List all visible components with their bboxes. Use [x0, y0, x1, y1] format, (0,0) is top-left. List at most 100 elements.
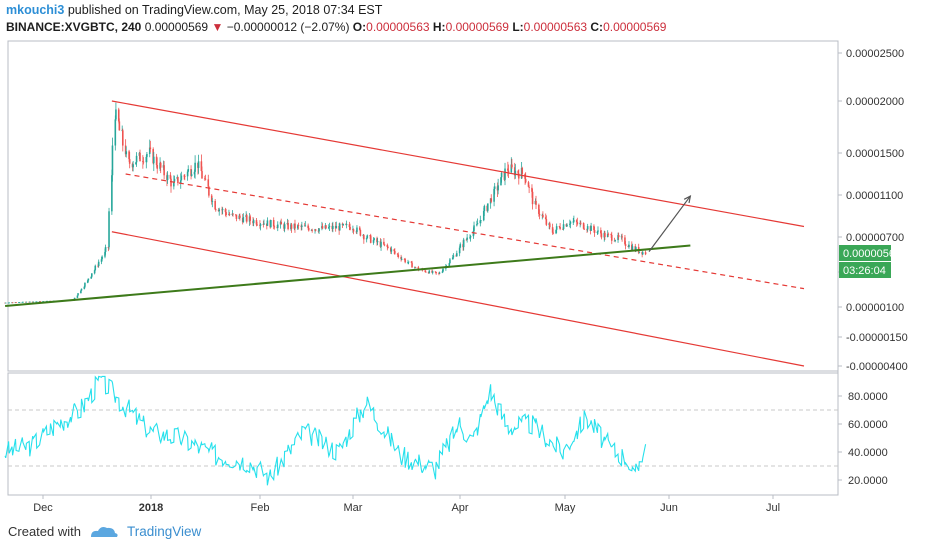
candle-body — [635, 247, 637, 251]
candle-body — [366, 235, 369, 239]
candle-body — [273, 226, 276, 228]
candle-body — [441, 271, 444, 273]
candle-body — [173, 178, 176, 182]
candle-body — [545, 219, 548, 225]
close-value: 0.00000569 — [603, 20, 667, 34]
candle-body — [376, 241, 379, 243]
projection-arrow-head-icon — [683, 194, 692, 204]
time-axis-label: Jul — [766, 502, 780, 514]
candle-body — [29, 301, 31, 303]
candle-body — [569, 221, 572, 224]
candle-body — [479, 220, 482, 224]
candle-body — [190, 168, 192, 176]
candle-body — [97, 265, 99, 267]
candle-body — [348, 224, 351, 227]
time-axis-label: May — [555, 502, 576, 514]
tradingview-brand[interactable]: TradingView — [126, 524, 202, 539]
candle-body — [631, 246, 634, 251]
candle-body — [538, 213, 541, 216]
candle-body — [328, 227, 330, 229]
candle-body — [35, 301, 38, 303]
candle-body — [435, 272, 437, 274]
candle-body — [328, 225, 331, 228]
candle-body — [438, 273, 440, 275]
candle-body — [365, 238, 368, 240]
candle-body — [200, 161, 203, 172]
candle-body — [22, 301, 24, 303]
candle-body — [262, 224, 265, 225]
candle-body — [325, 225, 327, 229]
candle-body — [586, 226, 589, 230]
candle-body — [448, 263, 451, 267]
chart-header: mkouchi3 published on TradingView.com, M… — [6, 2, 926, 36]
candle-body — [597, 230, 599, 232]
footer: Created with TradingView — [8, 524, 201, 539]
time-axis-label: Dec — [33, 502, 53, 514]
candle-body — [111, 145, 114, 176]
candle-body — [476, 224, 478, 226]
candle-body — [407, 262, 409, 264]
candle-body — [242, 216, 245, 223]
candle-body — [562, 224, 565, 230]
candle-body — [104, 247, 107, 252]
candle-body — [39, 301, 41, 303]
candle-body — [194, 162, 196, 172]
candle-body — [562, 228, 564, 230]
candle-body — [114, 119, 117, 146]
candle-body — [376, 238, 378, 243]
candle-body — [459, 244, 462, 248]
candle-body — [290, 224, 293, 229]
candle-body — [235, 214, 238, 219]
candle-body — [163, 165, 165, 176]
candle-body — [544, 217, 547, 220]
candle-body — [190, 174, 193, 176]
candle-body — [128, 159, 131, 164]
candle-body — [297, 225, 300, 226]
candle-body — [283, 224, 286, 229]
price-axis-label: -0.00000400 — [846, 361, 908, 373]
candle-body — [156, 164, 159, 169]
candle-body — [372, 239, 375, 243]
candle-body — [11, 302, 14, 304]
rsi-axis-label: 40.0000 — [848, 447, 888, 459]
candle-body — [304, 225, 307, 227]
candle-body — [528, 186, 530, 188]
time-axis-label: Jun — [660, 502, 678, 514]
candle-body — [356, 227, 358, 232]
candle-body — [107, 247, 110, 248]
channel-middle-line — [125, 173, 805, 290]
candle-body — [442, 268, 444, 272]
candle-body — [573, 220, 575, 222]
candle-body — [493, 188, 495, 202]
candle-body — [259, 224, 262, 226]
candle-body — [572, 221, 575, 223]
low-value: 0.00000563 — [523, 20, 588, 34]
author-link[interactable]: mkouchi3 — [6, 3, 65, 17]
candle-body — [393, 249, 396, 252]
candle-body — [500, 173, 503, 178]
candle-body — [628, 244, 630, 248]
candle-body — [624, 244, 627, 246]
down-triangle-icon: ▼ — [211, 20, 224, 34]
candle-body — [527, 182, 530, 187]
candle-body — [318, 228, 320, 232]
high-label: H: — [432, 20, 446, 34]
candle-body — [83, 286, 86, 289]
candle-body — [517, 173, 520, 179]
last-price-badge — [839, 245, 891, 261]
candle-body — [221, 209, 224, 211]
candle-body — [177, 176, 179, 184]
candle-body — [270, 219, 272, 228]
candle-body — [521, 167, 524, 174]
candle-body — [538, 204, 540, 214]
candle-body — [152, 156, 155, 164]
last-price-badge-label: 0.00000569 — [843, 248, 901, 260]
candle-body — [469, 236, 472, 238]
candle-body — [593, 225, 595, 231]
countdown-badge — [839, 262, 891, 278]
candle-body — [104, 251, 106, 257]
rsi-pane — [7, 372, 839, 496]
symbol-label[interactable]: BINANCE:XVGBTC, 240 — [6, 20, 142, 34]
candle-body — [183, 175, 186, 177]
candle-body — [349, 226, 351, 230]
